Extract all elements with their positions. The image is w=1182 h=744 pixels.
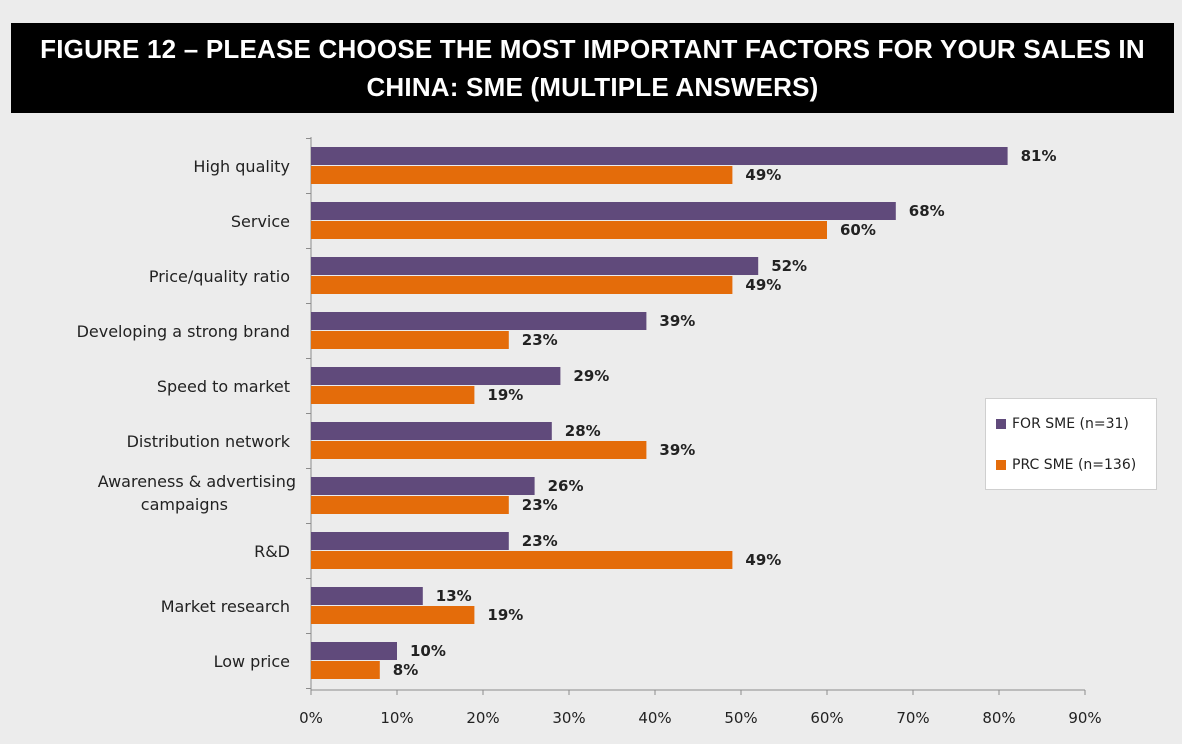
category-label: High quality	[193, 157, 290, 176]
x-tick-label: 10%	[380, 709, 413, 727]
category-label: Service	[231, 212, 290, 231]
bar-for-sme	[311, 312, 647, 330]
legend-item-for-sme: FOR SME (n=31)	[996, 414, 1129, 434]
category-label: Developing a strong brand	[77, 322, 290, 341]
value-label-prc-sme: 8%	[393, 661, 418, 679]
bar-prc-sme	[311, 331, 509, 349]
value-label-for-sme: 29%	[573, 367, 609, 385]
x-tick-label: 70%	[896, 709, 929, 727]
legend-swatch-prc-sme	[996, 460, 1006, 470]
value-label-prc-sme: 19%	[487, 386, 523, 404]
bar-prc-sme	[311, 606, 475, 624]
value-label-prc-sme: 19%	[487, 606, 523, 624]
value-label-for-sme: 68%	[909, 202, 945, 220]
x-tick-label: 30%	[552, 709, 585, 727]
bar-for-sme	[311, 422, 552, 440]
x-tick-label: 0%	[299, 709, 323, 727]
category-label: R&D	[254, 542, 290, 561]
x-tick-label: 80%	[982, 709, 1015, 727]
value-label-for-sme: 13%	[436, 587, 472, 605]
value-label-for-sme: 23%	[522, 532, 558, 550]
bar-prc-sme	[311, 166, 733, 184]
legend-label-prc-sme: PRC SME (n=136)	[1012, 457, 1137, 473]
value-label-for-sme: 81%	[1021, 147, 1057, 165]
bar-prc-sme	[311, 661, 380, 679]
bar-for-sme	[311, 147, 1008, 165]
value-label-for-sme: 26%	[548, 477, 584, 495]
figure-title-banner: FIGURE 12 – PLEASE CHOOSE THE MOST IMPOR…	[11, 23, 1174, 113]
bar-for-sme	[311, 257, 759, 275]
bar-prc-sme	[311, 441, 647, 459]
bar-prc-sme	[311, 496, 509, 514]
category-label: Price/quality ratio	[149, 267, 290, 286]
value-label-for-sme: 10%	[410, 642, 446, 660]
bar-prc-sme	[311, 221, 827, 239]
x-tick-label: 60%	[810, 709, 843, 727]
bar-prc-sme	[311, 276, 733, 294]
category-label: campaigns	[141, 495, 228, 514]
value-label-prc-sme: 23%	[522, 331, 558, 349]
legend-label-for-sme: FOR SME (n=31)	[1012, 416, 1129, 432]
category-label: Speed to market	[157, 377, 290, 396]
legend-item-prc-sme: PRC SME (n=136)	[996, 455, 1136, 475]
value-label-for-sme: 52%	[771, 257, 807, 275]
x-tick-label: 20%	[466, 709, 499, 727]
value-label-prc-sme: 39%	[659, 441, 695, 459]
category-label: Distribution network	[127, 432, 291, 451]
bar-for-sme	[311, 587, 423, 605]
value-label-for-sme: 39%	[659, 312, 695, 330]
bar-prc-sme	[311, 386, 475, 404]
value-label-prc-sme: 23%	[522, 496, 558, 514]
legend-swatch-for-sme	[996, 419, 1006, 429]
x-tick-label: 90%	[1068, 709, 1101, 727]
value-label-prc-sme: 49%	[745, 166, 781, 184]
figure-title: FIGURE 12 – PLEASE CHOOSE THE MOST IMPOR…	[40, 34, 1145, 102]
chart-legend: FOR SME (n=31) PRC SME (n=136)	[985, 398, 1157, 490]
category-label: Awareness & advertising	[98, 472, 296, 491]
category-label: Market research	[161, 597, 290, 616]
bar-for-sme	[311, 202, 896, 220]
bar-for-sme	[311, 367, 561, 385]
value-label-prc-sme: 49%	[745, 551, 781, 569]
value-label-prc-sme: 60%	[840, 221, 876, 239]
value-label-prc-sme: 49%	[745, 276, 781, 294]
bar-for-sme	[311, 532, 509, 550]
value-label-for-sme: 28%	[565, 422, 601, 440]
category-label: Low price	[214, 652, 290, 671]
bar-for-sme	[311, 642, 397, 660]
x-tick-label: 40%	[638, 709, 671, 727]
bar-prc-sme	[311, 551, 733, 569]
x-tick-label: 50%	[724, 709, 757, 727]
bar-for-sme	[311, 477, 535, 495]
